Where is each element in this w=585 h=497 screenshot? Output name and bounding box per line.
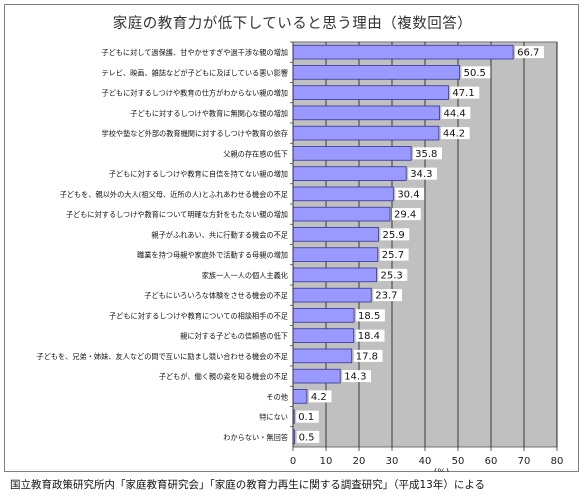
data-label-background — [342, 370, 371, 383]
bar — [292, 105, 440, 121]
x-tick-label: 20 — [353, 456, 366, 467]
data-label-background — [392, 208, 421, 221]
data-label: 25.9 — [382, 230, 404, 241]
bar — [292, 267, 377, 283]
data-label-background — [515, 46, 544, 59]
category-label: 子どもに対するしつけや教育についての相談相手の不足 — [109, 311, 288, 320]
bar — [292, 125, 440, 141]
category-label: 職業を持つ母親や家庭外で活動する母親の増加 — [137, 251, 288, 260]
category-label: 子どもを、親以外の大人(祖父母、近所の人)とふれあわせる機会の不足 — [60, 190, 288, 199]
data-label-background — [461, 66, 491, 79]
data-label: 23.7 — [375, 291, 397, 302]
bar — [292, 308, 355, 323]
data-label: 30.4 — [397, 189, 419, 200]
bar-chart: 0 10 20 30 40 50 60 70 80 (%) 子どもに対して過保護、甘やかせすぎや過干… — [36, 41, 564, 472]
x-tick-label: 40 — [419, 456, 432, 467]
data-label: 17.8 — [356, 351, 378, 362]
category-label: 子どもを、兄弟・姉妹、友人などの間で互いに励まし競い合わせる機会の不足 — [36, 352, 288, 361]
data-label: 0.5 — [299, 432, 315, 443]
data-label-background — [413, 147, 442, 160]
category-label: 子どもに対するしつけや教育について明確な方針をもたない親の増加 — [66, 210, 288, 219]
data-label: 47.1 — [452, 88, 474, 99]
category-label: 子どもに対するしつけや教育の仕方がわからない親の増加 — [102, 89, 288, 98]
category-label: 子どもにいろいろな体験をさせる機会の不足 — [144, 291, 288, 300]
bar — [292, 389, 308, 404]
data-label: 18.5 — [358, 311, 380, 322]
category-label: 子どもに対して過保護、甘やかせすぎや過干渉な親の増加 — [101, 48, 288, 57]
data-label-background — [380, 228, 410, 241]
data-label-background — [353, 349, 383, 362]
bar — [292, 287, 372, 303]
x-tick-label: 60 — [485, 456, 498, 467]
data-label: 35.8 — [415, 149, 437, 160]
category-label: 学校や塾など外部の教育機関に対するしつけや教育の依存 — [102, 129, 288, 138]
source-note: 国立教育政策研究所内「家庭教育研究会」「家庭の教育力再生に関する調査研究」（平成… — [10, 479, 486, 491]
bar — [292, 247, 379, 262]
data-label-background — [395, 187, 425, 200]
data-label-background — [378, 268, 408, 281]
category-label: 親に対する子どもの信頼感の低下 — [180, 332, 288, 341]
data-label-background — [355, 329, 385, 342]
category-label: 子どもが、働く親の姿を知る機会の不足 — [159, 372, 288, 381]
category-label: 親子がふれあい、共に行動する機会の不足 — [151, 230, 288, 239]
bar — [292, 328, 355, 343]
data-label: 29.4 — [394, 210, 416, 221]
data-label-background — [296, 430, 320, 443]
data-label: 18.4 — [358, 331, 380, 342]
category-label: 父親の存在感の低下 — [223, 149, 288, 158]
bar — [292, 166, 407, 181]
bar — [292, 348, 353, 364]
category-label: 特にない — [259, 413, 288, 422]
chart-title: 家庭の教育力が低下していると思う理由（複数回答） — [112, 16, 473, 32]
data-label: 25.3 — [380, 270, 402, 281]
x-tick-label: 10 — [320, 456, 333, 467]
bar — [292, 146, 412, 161]
data-label: 66.7 — [517, 48, 539, 59]
x-unit-label: (%) — [434, 468, 450, 472]
x-tick-label: 80 — [551, 456, 564, 467]
category-label: 子どもに対するしつけや教育に自信を持てない親の増加 — [109, 170, 288, 179]
x-tick-label: 30 — [386, 456, 399, 467]
data-label: 44.4 — [444, 108, 466, 119]
category-label: わからない・無回答 — [223, 433, 288, 442]
data-label-background — [408, 167, 437, 180]
data-label-background — [440, 127, 470, 140]
data-label-background — [296, 410, 319, 423]
data-label: 14.3 — [344, 372, 366, 383]
data-label: 0.1 — [298, 412, 314, 423]
x-tick-label: 50 — [452, 456, 465, 467]
data-label-background — [379, 248, 409, 261]
data-label-background — [373, 289, 403, 302]
data-label-background — [450, 86, 480, 99]
data-label-background — [441, 106, 471, 119]
bar — [292, 65, 461, 80]
category-label: 家族一人一人の個人主義化 — [202, 271, 288, 280]
bar — [292, 85, 449, 100]
bar — [292, 227, 379, 242]
category-label: 子どもに対するしつけや教育に無関心な親の増加 — [130, 109, 288, 118]
data-label: 34.3 — [410, 169, 432, 180]
data-label-background — [356, 309, 385, 322]
category-label: その他 — [266, 392, 288, 401]
bar — [292, 44, 514, 60]
data-label-background — [308, 390, 332, 403]
bar — [292, 368, 341, 384]
data-label: 4.2 — [311, 392, 327, 403]
x-tick-label: 70 — [518, 456, 531, 467]
data-label: 50.5 — [464, 68, 486, 79]
data-label: 44.2 — [443, 129, 465, 140]
bar — [292, 186, 394, 202]
bar — [292, 206, 391, 222]
category-label: テレビ、映画、雑誌などが子どもに及ぼしている悪い影響 — [101, 68, 288, 77]
x-tick-label: 0 — [290, 456, 296, 467]
data-label: 25.7 — [382, 250, 404, 261]
